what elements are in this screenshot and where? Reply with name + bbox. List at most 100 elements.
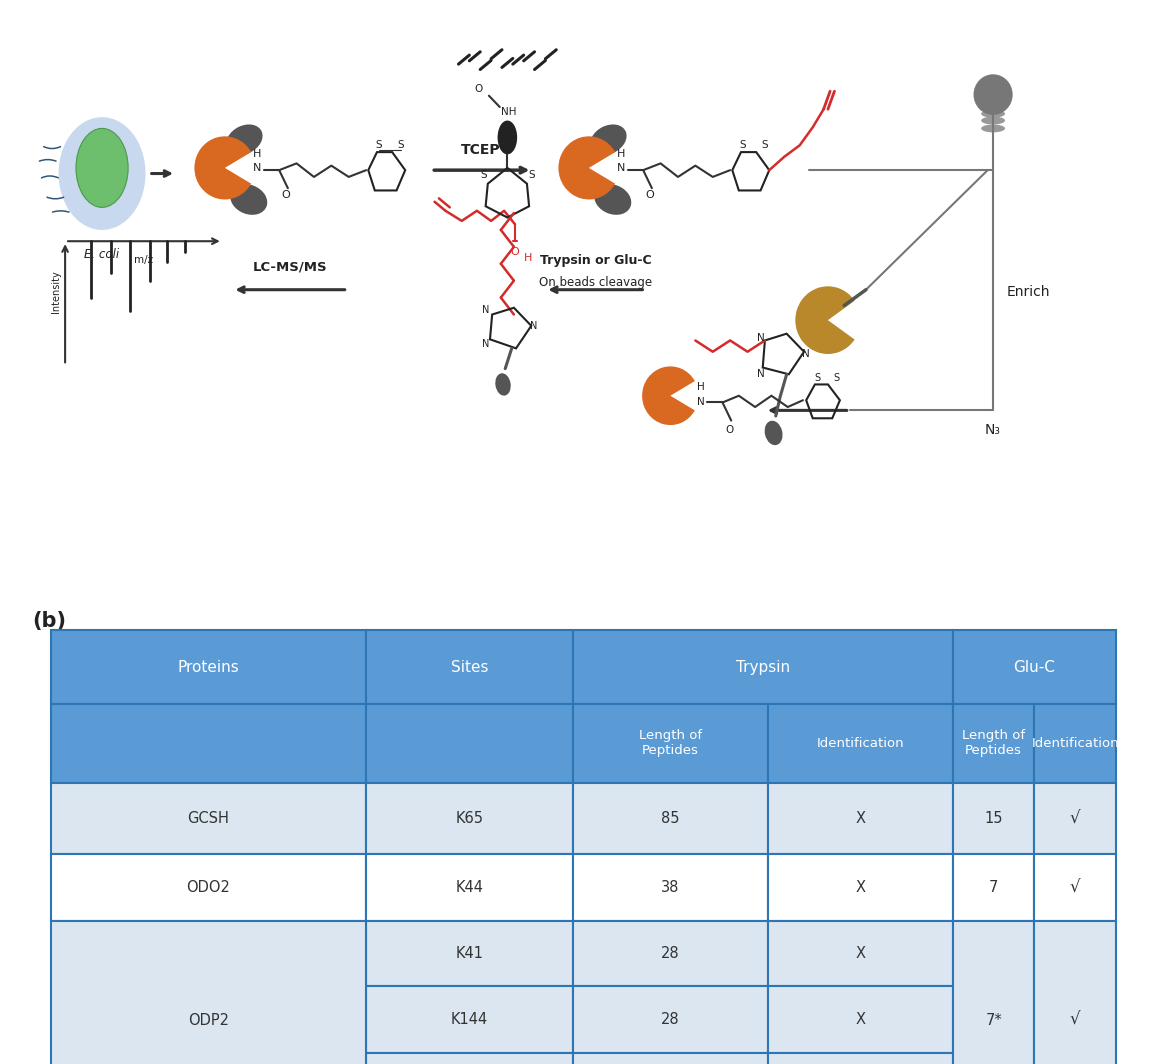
Bar bbox=[768, 986, 953, 1052]
Text: 7*: 7* bbox=[985, 1013, 1002, 1028]
Ellipse shape bbox=[495, 373, 511, 396]
Bar bbox=[572, 1052, 768, 1064]
Text: N: N bbox=[482, 305, 489, 315]
Bar bbox=[953, 703, 1035, 783]
Text: 85: 85 bbox=[661, 811, 680, 826]
Text: 28: 28 bbox=[661, 1012, 680, 1027]
Text: K41: K41 bbox=[455, 946, 483, 961]
Text: Enrich: Enrich bbox=[1006, 285, 1050, 299]
Bar bbox=[51, 854, 366, 921]
Bar bbox=[51, 783, 366, 854]
Text: 38: 38 bbox=[661, 880, 680, 895]
Text: H: H bbox=[524, 253, 532, 263]
Text: ODO2: ODO2 bbox=[186, 880, 230, 895]
Ellipse shape bbox=[594, 184, 631, 215]
Bar bbox=[572, 986, 768, 1052]
Text: Sites: Sites bbox=[451, 660, 488, 675]
Bar bbox=[366, 986, 572, 1052]
Ellipse shape bbox=[76, 129, 128, 207]
Text: E. coli: E. coli bbox=[84, 248, 119, 262]
Text: √: √ bbox=[1069, 1011, 1081, 1029]
Text: S: S bbox=[480, 169, 487, 180]
Text: X: X bbox=[855, 811, 866, 826]
Text: O: O bbox=[725, 425, 733, 434]
Bar bbox=[572, 921, 768, 986]
Text: H: H bbox=[253, 149, 261, 160]
Text: √: √ bbox=[1069, 879, 1081, 897]
Bar bbox=[51, 703, 366, 783]
Bar bbox=[572, 854, 768, 921]
Ellipse shape bbox=[59, 117, 146, 230]
Ellipse shape bbox=[981, 117, 1005, 124]
Wedge shape bbox=[194, 136, 251, 199]
Text: 7: 7 bbox=[988, 880, 999, 895]
Bar bbox=[51, 630, 366, 703]
Bar bbox=[953, 921, 1035, 1064]
Text: (b): (b) bbox=[32, 611, 67, 631]
Text: Trypsin: Trypsin bbox=[735, 660, 790, 675]
Bar bbox=[366, 630, 572, 703]
Text: ODP2: ODP2 bbox=[188, 1013, 229, 1028]
Bar bbox=[768, 703, 953, 783]
Bar bbox=[1035, 921, 1116, 1064]
Wedge shape bbox=[795, 286, 854, 354]
Text: m/z: m/z bbox=[134, 255, 153, 265]
Text: N: N bbox=[253, 163, 261, 172]
Text: S: S bbox=[740, 140, 747, 150]
Text: S: S bbox=[528, 169, 534, 180]
Text: N: N bbox=[757, 369, 764, 379]
Bar bbox=[366, 1052, 572, 1064]
Ellipse shape bbox=[227, 124, 262, 155]
Text: Glu-C: Glu-C bbox=[1014, 660, 1055, 675]
Circle shape bbox=[973, 74, 1013, 115]
Text: N: N bbox=[482, 338, 489, 349]
Text: Identification: Identification bbox=[816, 736, 904, 750]
Text: N₃: N₃ bbox=[985, 422, 1001, 436]
Bar bbox=[768, 783, 953, 854]
Bar bbox=[768, 921, 953, 986]
Text: S: S bbox=[833, 372, 839, 383]
Text: N: N bbox=[617, 163, 625, 172]
Ellipse shape bbox=[591, 124, 627, 155]
Bar bbox=[1035, 703, 1116, 783]
Ellipse shape bbox=[497, 120, 517, 154]
Bar bbox=[572, 783, 768, 854]
Text: X: X bbox=[855, 1012, 866, 1027]
Text: S: S bbox=[814, 372, 820, 383]
Ellipse shape bbox=[764, 420, 783, 445]
Text: 15: 15 bbox=[985, 811, 1003, 826]
Text: N: N bbox=[757, 333, 764, 344]
Text: GCSH: GCSH bbox=[187, 811, 230, 826]
Text: Length of
Peptides: Length of Peptides bbox=[639, 729, 702, 758]
Text: LC-MS/MS: LC-MS/MS bbox=[253, 261, 327, 273]
Ellipse shape bbox=[230, 184, 267, 215]
Text: Proteins: Proteins bbox=[178, 660, 239, 675]
Bar bbox=[768, 1052, 953, 1064]
Bar bbox=[953, 630, 1116, 703]
Text: 28: 28 bbox=[661, 946, 680, 961]
Text: Trypsin or Glu-C: Trypsin or Glu-C bbox=[540, 254, 651, 267]
Ellipse shape bbox=[981, 124, 1005, 132]
Text: Length of
Peptides: Length of Peptides bbox=[962, 729, 1025, 758]
Text: O: O bbox=[281, 190, 290, 200]
Text: TCEP: TCEP bbox=[460, 143, 501, 156]
Text: K144: K144 bbox=[451, 1012, 488, 1027]
Bar bbox=[366, 783, 572, 854]
Text: K44: K44 bbox=[455, 880, 483, 895]
Wedge shape bbox=[558, 136, 615, 199]
Bar bbox=[953, 854, 1035, 921]
Bar bbox=[768, 854, 953, 921]
Text: N: N bbox=[697, 398, 705, 408]
Bar bbox=[953, 783, 1035, 854]
Wedge shape bbox=[642, 366, 695, 425]
Bar bbox=[51, 921, 366, 1064]
Text: X: X bbox=[855, 880, 866, 895]
Text: S: S bbox=[762, 140, 769, 150]
Text: Intensity: Intensity bbox=[51, 270, 61, 313]
Text: X: X bbox=[855, 946, 866, 961]
Bar bbox=[1035, 783, 1116, 854]
Text: O: O bbox=[645, 190, 654, 200]
Text: K65: K65 bbox=[455, 811, 483, 826]
Text: On beads cleavage: On beads cleavage bbox=[539, 277, 652, 289]
Bar bbox=[1035, 854, 1116, 921]
